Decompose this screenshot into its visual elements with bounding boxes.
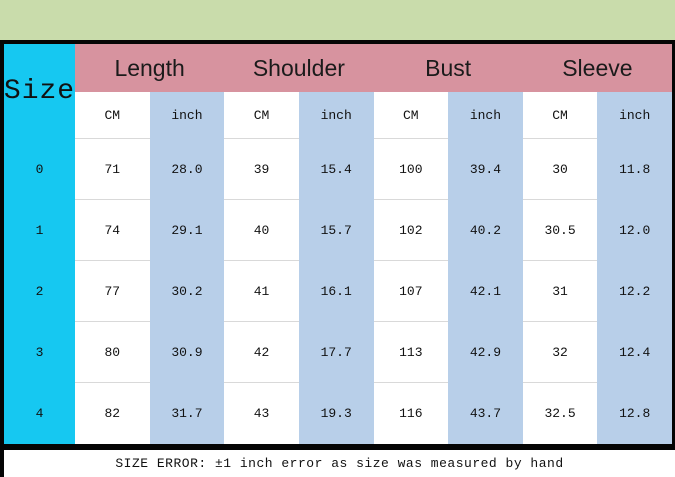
size-column-header: Size [4,44,75,139]
shoulder-inch-value: 15.7 [298,200,374,261]
unit-header-bust-cm: CM [373,92,449,139]
size-value: 0 [4,139,75,200]
unit-header-shoulder-cm: CM [224,92,299,139]
shoulder-inch-value: 19.3 [298,383,374,444]
sleeve-inch-value: 12.8 [597,383,672,444]
unit-header-sleeve-cm: CM [522,92,598,139]
shoulder-inch-value: 16.1 [298,261,374,322]
length-inch-value: 31.7 [149,383,225,444]
bust-inch-value: 43.7 [448,383,523,444]
size-chart-table: Size Length Shoulder Bust Sleeve CM inch… [0,40,675,444]
shoulder-cm-value: 40 [224,200,299,261]
length-cm-value: 74 [75,200,150,261]
unit-header-shoulder-inch: inch [298,92,374,139]
shoulder-cm-value: 39 [224,139,299,200]
size-value: 2 [4,261,75,322]
unit-header-sleeve-inch: inch [597,92,672,139]
shoulder-cm-value: 43 [224,383,299,444]
length-cm-value: 77 [75,261,150,322]
bust-cm-value: 113 [373,322,449,383]
size-error-note: SIZE ERROR: ±1 inch error as size was me… [115,456,564,471]
shoulder-inch-value: 17.7 [298,322,374,383]
shoulder-cm-value: 42 [224,322,299,383]
length-cm-value: 80 [75,322,150,383]
sleeve-inch-value: 11.8 [597,139,672,200]
unit-header-length-inch: inch [149,92,225,139]
bust-inch-value: 40.2 [448,200,523,261]
bust-cm-value: 116 [373,383,449,444]
bust-cm-value: 107 [373,261,449,322]
unit-header-bust-inch: inch [448,92,523,139]
length-cm-value: 82 [75,383,150,444]
bust-inch-value: 42.1 [448,261,523,322]
group-header-bust: Bust [373,44,523,92]
length-inch-value: 30.2 [149,261,225,322]
shoulder-cm-value: 41 [224,261,299,322]
sleeve-cm-value: 30 [522,139,598,200]
bust-inch-value: 39.4 [448,139,523,200]
size-value: 3 [4,322,75,383]
group-header-shoulder: Shoulder [224,44,374,92]
bust-inch-value: 42.9 [448,322,523,383]
size-value: 1 [4,200,75,261]
sleeve-cm-value: 32 [522,322,598,383]
size-value: 4 [4,383,75,444]
sleeve-inch-value: 12.2 [597,261,672,322]
length-inch-value: 28.0 [149,139,225,200]
length-cm-value: 71 [75,139,150,200]
sleeve-cm-value: 31 [522,261,598,322]
sleeve-cm-value: 32.5 [522,383,598,444]
group-header-length: Length [75,44,225,92]
shoulder-inch-value: 15.4 [298,139,374,200]
sleeve-inch-value: 12.4 [597,322,672,383]
sleeve-cm-value: 30.5 [522,200,598,261]
length-inch-value: 30.9 [149,322,225,383]
group-header-sleeve: Sleeve [522,44,672,92]
unit-header-length-cm: CM [75,92,150,139]
length-inch-value: 29.1 [149,200,225,261]
bust-cm-value: 102 [373,200,449,261]
sleeve-inch-value: 12.0 [597,200,672,261]
footnote-bar: SIZE ERROR: ±1 inch error as size was me… [0,444,675,477]
bust-cm-value: 100 [373,139,449,200]
